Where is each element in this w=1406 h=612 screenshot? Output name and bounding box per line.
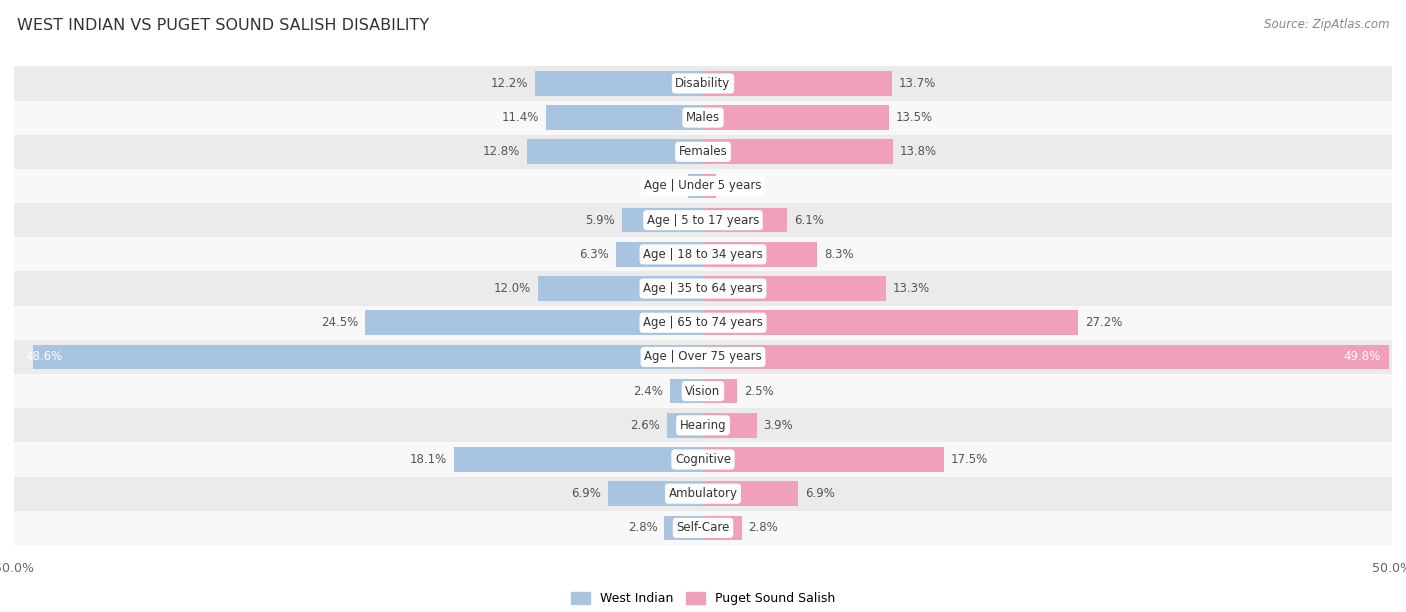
Text: Age | 35 to 64 years: Age | 35 to 64 years bbox=[643, 282, 763, 295]
Bar bbox=[703, 208, 787, 233]
Text: Age | Over 75 years: Age | Over 75 years bbox=[644, 351, 762, 364]
Bar bbox=[703, 413, 756, 438]
Bar bbox=[703, 174, 717, 198]
Bar bbox=[668, 413, 703, 438]
Legend: West Indian, Puget Sound Salish: West Indian, Puget Sound Salish bbox=[571, 592, 835, 605]
Text: Females: Females bbox=[679, 145, 727, 159]
Text: Ambulatory: Ambulatory bbox=[668, 487, 738, 500]
FancyBboxPatch shape bbox=[14, 66, 1392, 100]
Bar bbox=[665, 515, 703, 540]
Text: 49.8%: 49.8% bbox=[1344, 351, 1381, 364]
Text: Vision: Vision bbox=[685, 384, 721, 398]
FancyBboxPatch shape bbox=[14, 135, 1392, 169]
Bar bbox=[366, 310, 703, 335]
FancyBboxPatch shape bbox=[14, 237, 1392, 272]
Text: WEST INDIAN VS PUGET SOUND SALISH DISABILITY: WEST INDIAN VS PUGET SOUND SALISH DISABI… bbox=[17, 18, 429, 34]
Text: 17.5%: 17.5% bbox=[950, 453, 988, 466]
Text: 13.3%: 13.3% bbox=[893, 282, 931, 295]
Text: 2.6%: 2.6% bbox=[630, 419, 661, 432]
Text: 27.2%: 27.2% bbox=[1084, 316, 1122, 329]
FancyBboxPatch shape bbox=[14, 442, 1392, 477]
Text: 12.0%: 12.0% bbox=[494, 282, 531, 295]
Text: 13.7%: 13.7% bbox=[898, 77, 936, 90]
Bar bbox=[703, 242, 817, 267]
Text: Self-Care: Self-Care bbox=[676, 521, 730, 534]
FancyBboxPatch shape bbox=[14, 477, 1392, 511]
Bar bbox=[703, 140, 893, 164]
Bar bbox=[607, 482, 703, 506]
Text: 0.97%: 0.97% bbox=[723, 179, 761, 193]
FancyBboxPatch shape bbox=[14, 169, 1392, 203]
Bar bbox=[703, 276, 886, 301]
Bar bbox=[537, 276, 703, 301]
Text: 8.3%: 8.3% bbox=[824, 248, 853, 261]
Bar bbox=[616, 242, 703, 267]
Bar bbox=[534, 71, 703, 95]
Text: Males: Males bbox=[686, 111, 720, 124]
Text: Hearing: Hearing bbox=[679, 419, 727, 432]
Bar bbox=[703, 447, 945, 472]
Text: 13.8%: 13.8% bbox=[900, 145, 938, 159]
FancyBboxPatch shape bbox=[14, 374, 1392, 408]
FancyBboxPatch shape bbox=[14, 340, 1392, 374]
FancyBboxPatch shape bbox=[14, 305, 1392, 340]
FancyBboxPatch shape bbox=[14, 272, 1392, 305]
FancyBboxPatch shape bbox=[14, 100, 1392, 135]
Bar bbox=[688, 174, 703, 198]
Bar bbox=[703, 310, 1078, 335]
Bar bbox=[703, 515, 741, 540]
Text: Disability: Disability bbox=[675, 77, 731, 90]
Text: 1.1%: 1.1% bbox=[651, 179, 681, 193]
Bar bbox=[527, 140, 703, 164]
Text: 6.9%: 6.9% bbox=[806, 487, 835, 500]
Text: 6.1%: 6.1% bbox=[794, 214, 824, 226]
Text: 6.9%: 6.9% bbox=[571, 487, 600, 500]
Text: 2.4%: 2.4% bbox=[633, 384, 664, 398]
Text: 13.5%: 13.5% bbox=[896, 111, 934, 124]
Text: 2.8%: 2.8% bbox=[748, 521, 778, 534]
Text: 48.6%: 48.6% bbox=[25, 351, 62, 364]
FancyBboxPatch shape bbox=[14, 511, 1392, 545]
Text: Age | 65 to 74 years: Age | 65 to 74 years bbox=[643, 316, 763, 329]
Text: Age | 5 to 17 years: Age | 5 to 17 years bbox=[647, 214, 759, 226]
Bar bbox=[669, 379, 703, 403]
Text: Source: ZipAtlas.com: Source: ZipAtlas.com bbox=[1264, 18, 1389, 31]
FancyBboxPatch shape bbox=[14, 203, 1392, 237]
Text: Cognitive: Cognitive bbox=[675, 453, 731, 466]
Text: 6.3%: 6.3% bbox=[579, 248, 609, 261]
Bar bbox=[703, 482, 799, 506]
Text: Age | Under 5 years: Age | Under 5 years bbox=[644, 179, 762, 193]
Bar bbox=[34, 345, 703, 369]
Text: 2.8%: 2.8% bbox=[628, 521, 658, 534]
Bar bbox=[621, 208, 703, 233]
Text: 11.4%: 11.4% bbox=[502, 111, 538, 124]
Text: 12.8%: 12.8% bbox=[482, 145, 520, 159]
Text: 2.5%: 2.5% bbox=[744, 384, 775, 398]
Text: 12.2%: 12.2% bbox=[491, 77, 529, 90]
Bar bbox=[703, 345, 1389, 369]
Bar bbox=[703, 105, 889, 130]
Text: 18.1%: 18.1% bbox=[409, 453, 447, 466]
Text: 5.9%: 5.9% bbox=[585, 214, 614, 226]
Bar bbox=[703, 71, 891, 95]
Text: Age | 18 to 34 years: Age | 18 to 34 years bbox=[643, 248, 763, 261]
Bar bbox=[454, 447, 703, 472]
FancyBboxPatch shape bbox=[14, 408, 1392, 442]
Text: 3.9%: 3.9% bbox=[763, 419, 793, 432]
Bar bbox=[703, 379, 738, 403]
Text: 24.5%: 24.5% bbox=[322, 316, 359, 329]
Bar bbox=[546, 105, 703, 130]
